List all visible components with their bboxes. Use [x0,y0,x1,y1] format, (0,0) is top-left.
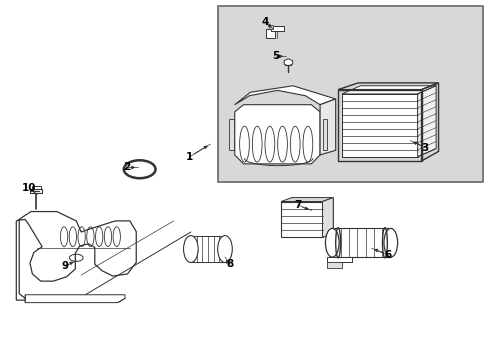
Text: 5: 5 [272,51,279,61]
Polygon shape [266,30,275,39]
Polygon shape [327,257,351,262]
FancyBboxPatch shape [217,6,483,182]
Polygon shape [341,94,417,157]
Ellipse shape [217,235,232,262]
Polygon shape [281,198,332,202]
Polygon shape [16,212,136,300]
Polygon shape [291,198,332,233]
Polygon shape [190,235,224,262]
Polygon shape [234,105,320,164]
Text: 3: 3 [421,143,427,153]
Ellipse shape [183,235,198,262]
Polygon shape [341,149,435,157]
Polygon shape [322,198,332,237]
Polygon shape [271,26,283,31]
Polygon shape [331,228,390,257]
Polygon shape [32,186,41,189]
Polygon shape [268,25,272,30]
Text: 1: 1 [186,152,193,162]
Polygon shape [284,59,292,66]
Text: 7: 7 [294,200,301,210]
Polygon shape [281,202,322,237]
Text: 8: 8 [226,259,233,269]
Text: 2: 2 [122,162,130,172]
Polygon shape [25,295,125,303]
Polygon shape [341,86,435,94]
Polygon shape [320,99,335,155]
Text: 4: 4 [261,17,268,27]
Polygon shape [322,119,327,149]
Ellipse shape [383,228,397,257]
Text: 10: 10 [21,183,36,193]
Text: 6: 6 [384,250,391,260]
Polygon shape [234,86,335,105]
Polygon shape [30,189,42,193]
Polygon shape [327,262,341,268]
Polygon shape [417,86,435,157]
Text: 9: 9 [62,261,69,271]
Polygon shape [228,119,233,149]
Ellipse shape [325,228,338,257]
